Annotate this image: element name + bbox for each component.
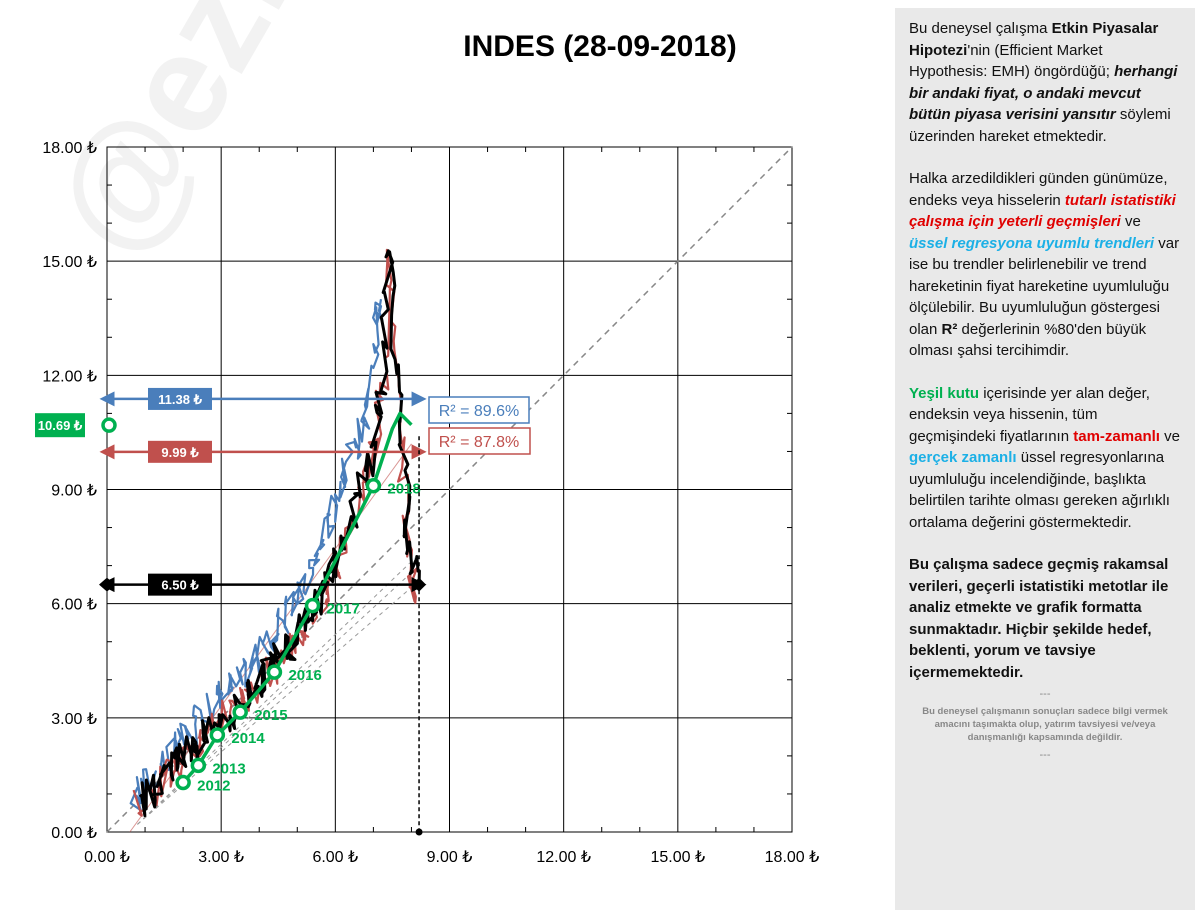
- level-label: 9.99 ₺: [161, 445, 199, 460]
- year-marker: [266, 664, 283, 680]
- r2-blue-box: [428, 396, 530, 424]
- info-paragraph-3: Yeşil kutu içerisinde yer alan değer, en…: [909, 384, 1180, 531]
- year-label: 2015: [254, 707, 287, 724]
- level-label-box: [148, 573, 212, 596]
- level-label: 11.38 ₺: [158, 392, 202, 407]
- level-endpoint: [99, 577, 115, 592]
- year-marker: [190, 757, 207, 774]
- y-tick-label: 12.00 ₺: [42, 368, 97, 385]
- year-label: 2012: [197, 778, 230, 795]
- x-tick-label: 15.00 ₺: [650, 849, 705, 866]
- green-value-label: 10.69 ₺: [38, 418, 83, 433]
- y-tick-label: 6.00 ₺: [51, 597, 97, 614]
- series-blue: [129, 299, 384, 812]
- level-label-box: [148, 440, 212, 463]
- series-green: [181, 411, 413, 784]
- chart-title: INDES (28-09-2018): [463, 30, 737, 63]
- series-black: [138, 249, 421, 818]
- x-tick-label: 18.00 ₺: [765, 849, 820, 866]
- green-value-box: [35, 413, 85, 438]
- separator: ---: [1039, 688, 1051, 700]
- year-marker: [365, 477, 382, 494]
- trend-fan-line: [137, 580, 420, 825]
- year-label: 2018: [387, 481, 420, 498]
- x-tick-label: 12.00 ₺: [536, 849, 591, 866]
- year-marker: [175, 774, 191, 791]
- year-marker: [232, 704, 248, 720]
- x-tick-label: 9.00 ₺: [427, 849, 473, 866]
- y-tick-label: 15.00 ₺: [42, 254, 97, 271]
- level-label: 6.50 ₺: [161, 578, 199, 593]
- green-value-marker: [101, 417, 117, 433]
- info-paragraph-2: Halka arzedildikleri günden günümüze, en…: [909, 170, 1180, 359]
- y-tick-label: 18.00 ₺: [42, 140, 97, 157]
- diagonal-reference-line: [106, 146, 793, 833]
- y-tick-label: 3.00 ₺: [51, 711, 97, 728]
- year-marker: [304, 597, 321, 614]
- r2-blue-label: R² = 89.6%: [439, 403, 519, 420]
- x-tick-label: 3.00 ₺: [198, 849, 244, 866]
- level-label-box: [148, 387, 212, 410]
- y-tick-label: 0.00 ₺: [51, 825, 97, 842]
- disclaimer-text: Bu çalışma sadece geçmiş rakamsal verile…: [909, 556, 1169, 681]
- separator: ---: [1039, 749, 1051, 761]
- x-tick-label: 6.00 ₺: [312, 849, 358, 866]
- series-red: [132, 248, 418, 817]
- y-tick-label: 9.00 ₺: [51, 483, 97, 500]
- info-panel: Bu deneysel çalışma Etkin Piyasalar Hipo…: [895, 8, 1195, 910]
- year-label: 2014: [231, 730, 265, 747]
- chart: 0.00 ₺ 0.00 ₺ 3.00 ₺ 3.00 ₺ 6.00 ₺ 6.00 ₺ 9.00…: [35, 140, 820, 866]
- current-price-point: [415, 828, 423, 836]
- year-label: 2017: [327, 601, 360, 618]
- r2-red-box: [428, 427, 531, 455]
- year-label: 2016: [288, 667, 321, 684]
- x-tick-label: 0.00 ₺: [84, 849, 130, 866]
- year-marker: [209, 727, 226, 743]
- info-paragraph-1: Bu deneysel çalışma Etkin Piyasalar Hipo…: [909, 20, 1178, 145]
- footnote: Bu deneysel çalışmanın sonuçları sadece …: [922, 706, 1168, 743]
- r2-red-label: R² = 87.8%: [439, 434, 519, 451]
- year-label: 2013: [212, 760, 245, 777]
